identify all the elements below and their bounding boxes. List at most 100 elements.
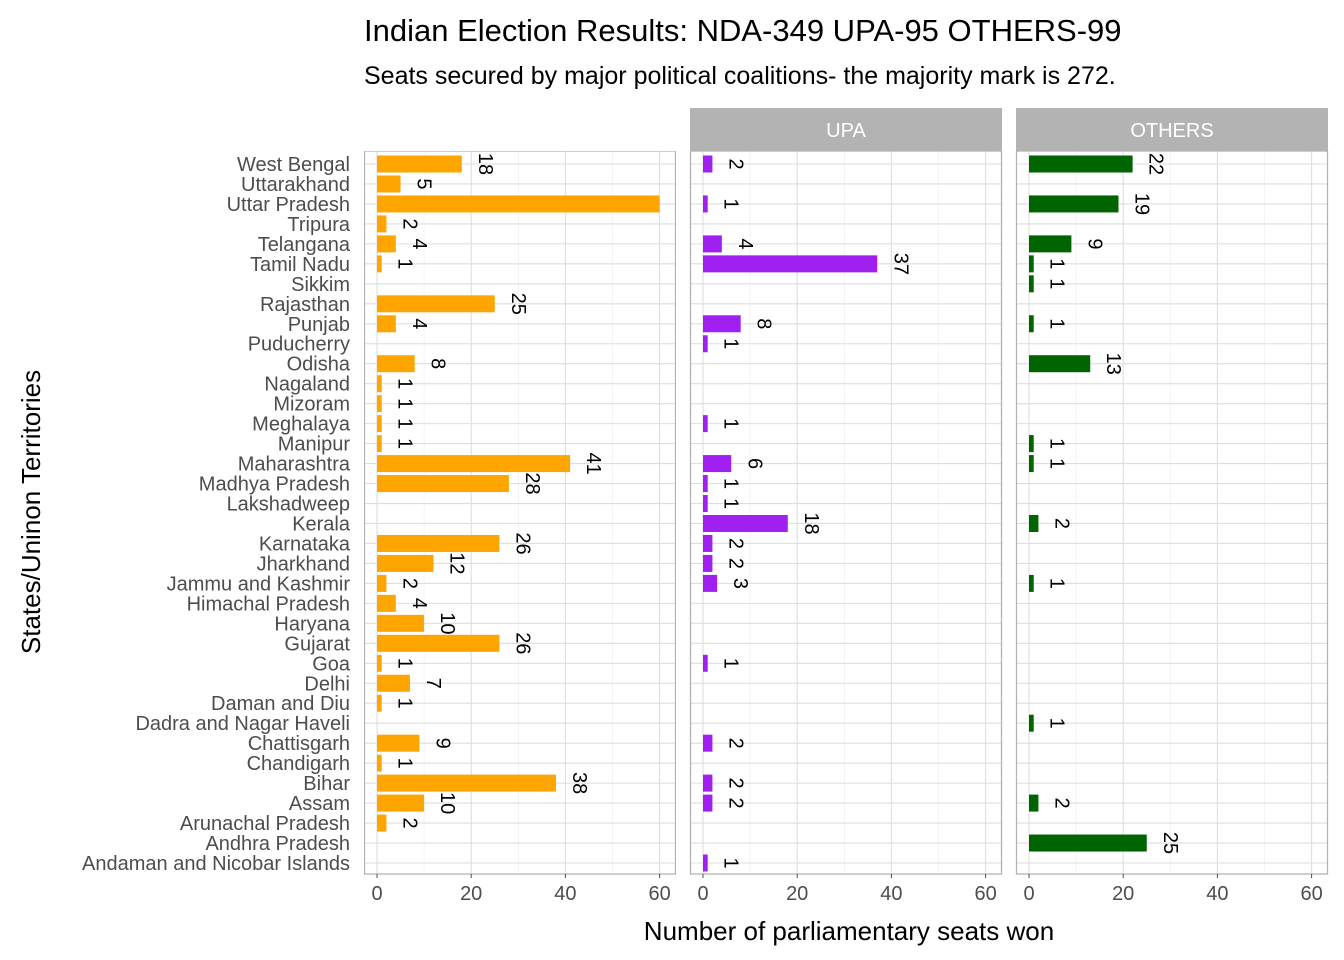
bar-nda xyxy=(377,395,382,413)
value-label: 8 xyxy=(753,318,775,329)
bar-upa xyxy=(703,475,708,493)
value-label: 41 xyxy=(582,452,604,474)
bar-nda xyxy=(377,754,382,772)
value-label: 1 xyxy=(1046,458,1068,469)
y-tick-label: Jammu and Kashmir xyxy=(167,573,351,595)
y-tick-label: Punjab xyxy=(288,314,350,336)
bar-nda xyxy=(377,215,387,233)
bar-upa xyxy=(703,195,708,213)
y-tick-label: Madhya Pradesh xyxy=(199,474,350,496)
chart-subtitle: Seats secured by major political coaliti… xyxy=(364,62,1116,90)
bar-nda xyxy=(377,415,382,433)
bar-nda xyxy=(377,794,425,812)
value-label: 60 xyxy=(672,193,694,215)
facet-strip xyxy=(1016,108,1328,151)
bar-upa xyxy=(703,335,708,353)
x-tick-label: 60 xyxy=(648,883,670,905)
value-label: 5 xyxy=(413,178,435,189)
y-tick-label: Karnataka xyxy=(259,533,351,555)
bar-nda xyxy=(377,694,382,712)
x-tick-label: 60 xyxy=(974,883,996,905)
value-label: 22 xyxy=(1145,153,1167,175)
value-label: 4 xyxy=(408,598,430,609)
value-label: 18 xyxy=(474,153,496,175)
bar-nda xyxy=(377,654,382,672)
value-label: 38 xyxy=(568,772,590,794)
value-label: 6 xyxy=(743,458,765,469)
bar-upa xyxy=(703,495,708,513)
y-tick-label: Tamil Nadu xyxy=(250,254,350,276)
bar-upa xyxy=(703,155,713,173)
value-label: 25 xyxy=(1159,832,1181,854)
bar-others xyxy=(1029,514,1039,532)
y-tick-label: Chattisgarh xyxy=(248,733,350,755)
bar-nda xyxy=(377,814,387,832)
x-tick-label: 20 xyxy=(1112,883,1134,905)
value-label: 2 xyxy=(1050,798,1072,809)
y-tick-label: Daman and Diu xyxy=(211,693,350,715)
panel-border xyxy=(689,150,1003,875)
y-tick-label: Gujarat xyxy=(284,633,350,655)
value-label: 1 xyxy=(394,438,416,449)
value-label: 2 xyxy=(398,817,420,828)
bar-nda xyxy=(377,534,500,552)
y-tick-label: Sikkim xyxy=(291,274,350,296)
gridlines xyxy=(690,151,1002,874)
bar-upa xyxy=(703,315,741,333)
value-label: 13 xyxy=(1102,353,1124,375)
value-label: 7 xyxy=(422,678,444,689)
bar-nda xyxy=(377,375,382,393)
bar-others xyxy=(1029,155,1133,173)
value-label: 4 xyxy=(408,238,430,249)
value-label: 10 xyxy=(436,612,458,634)
y-tick-label: Telangana xyxy=(258,234,351,256)
facet-strip-label: OTHERS xyxy=(1130,120,1213,142)
x-tick-label: 0 xyxy=(1023,883,1034,905)
bar-nda xyxy=(377,355,415,373)
bar-others xyxy=(1029,275,1034,293)
value-label: 3 xyxy=(729,578,751,589)
y-tick-label: Uttar Pradesh xyxy=(227,194,350,216)
value-label: 2 xyxy=(724,158,746,169)
facet-strip-label: UPA xyxy=(826,120,866,142)
value-label: 2 xyxy=(724,538,746,549)
value-label: 1 xyxy=(720,857,742,868)
x-tick-label: 0 xyxy=(697,883,708,905)
y-tick-label: Chandigarh xyxy=(247,753,350,775)
bar-nda xyxy=(377,734,420,752)
value-label: 2 xyxy=(398,218,420,229)
x-axis-title: Number of parliamentary seats won xyxy=(644,916,1054,946)
bar-nda xyxy=(377,594,396,612)
y-tick-label: Himachal Pradesh xyxy=(187,593,350,615)
bar-others xyxy=(1029,714,1034,732)
value-label: 1 xyxy=(394,758,416,769)
y-tick-label: Nagaland xyxy=(264,374,350,396)
value-label: 1 xyxy=(720,198,742,209)
y-axis-title: States/Uninon Territories xyxy=(16,370,46,654)
value-label: 4 xyxy=(734,238,756,249)
y-tick-label: Dadra and Nagar Haveli xyxy=(135,713,350,735)
y-tick-label: Meghalaya xyxy=(252,414,351,436)
bar-nda xyxy=(377,614,425,632)
bar-upa xyxy=(703,854,708,872)
bar-nda xyxy=(377,634,500,652)
bar-upa xyxy=(703,255,878,273)
y-tick-label: Bihar xyxy=(303,773,350,795)
bar-upa xyxy=(703,654,708,672)
x-tick-label: 60 xyxy=(1300,883,1322,905)
bar-upa xyxy=(703,774,713,792)
y-tick-label: Kerala xyxy=(292,513,351,535)
y-tick-label: Uttarakhand xyxy=(241,174,350,196)
value-label: 1 xyxy=(720,498,742,509)
bar-nda xyxy=(377,475,509,493)
value-label: 1 xyxy=(394,658,416,669)
bar-upa xyxy=(703,574,718,592)
value-label: 1 xyxy=(394,698,416,709)
value-label: 1 xyxy=(720,658,742,669)
value-label: 2 xyxy=(724,798,746,809)
x-tick-label: 0 xyxy=(371,883,382,905)
facet-panels: NDA2103819171261042122628411111842514260… xyxy=(364,108,1329,905)
bar-upa xyxy=(703,514,788,532)
value-label: 1 xyxy=(720,418,742,429)
